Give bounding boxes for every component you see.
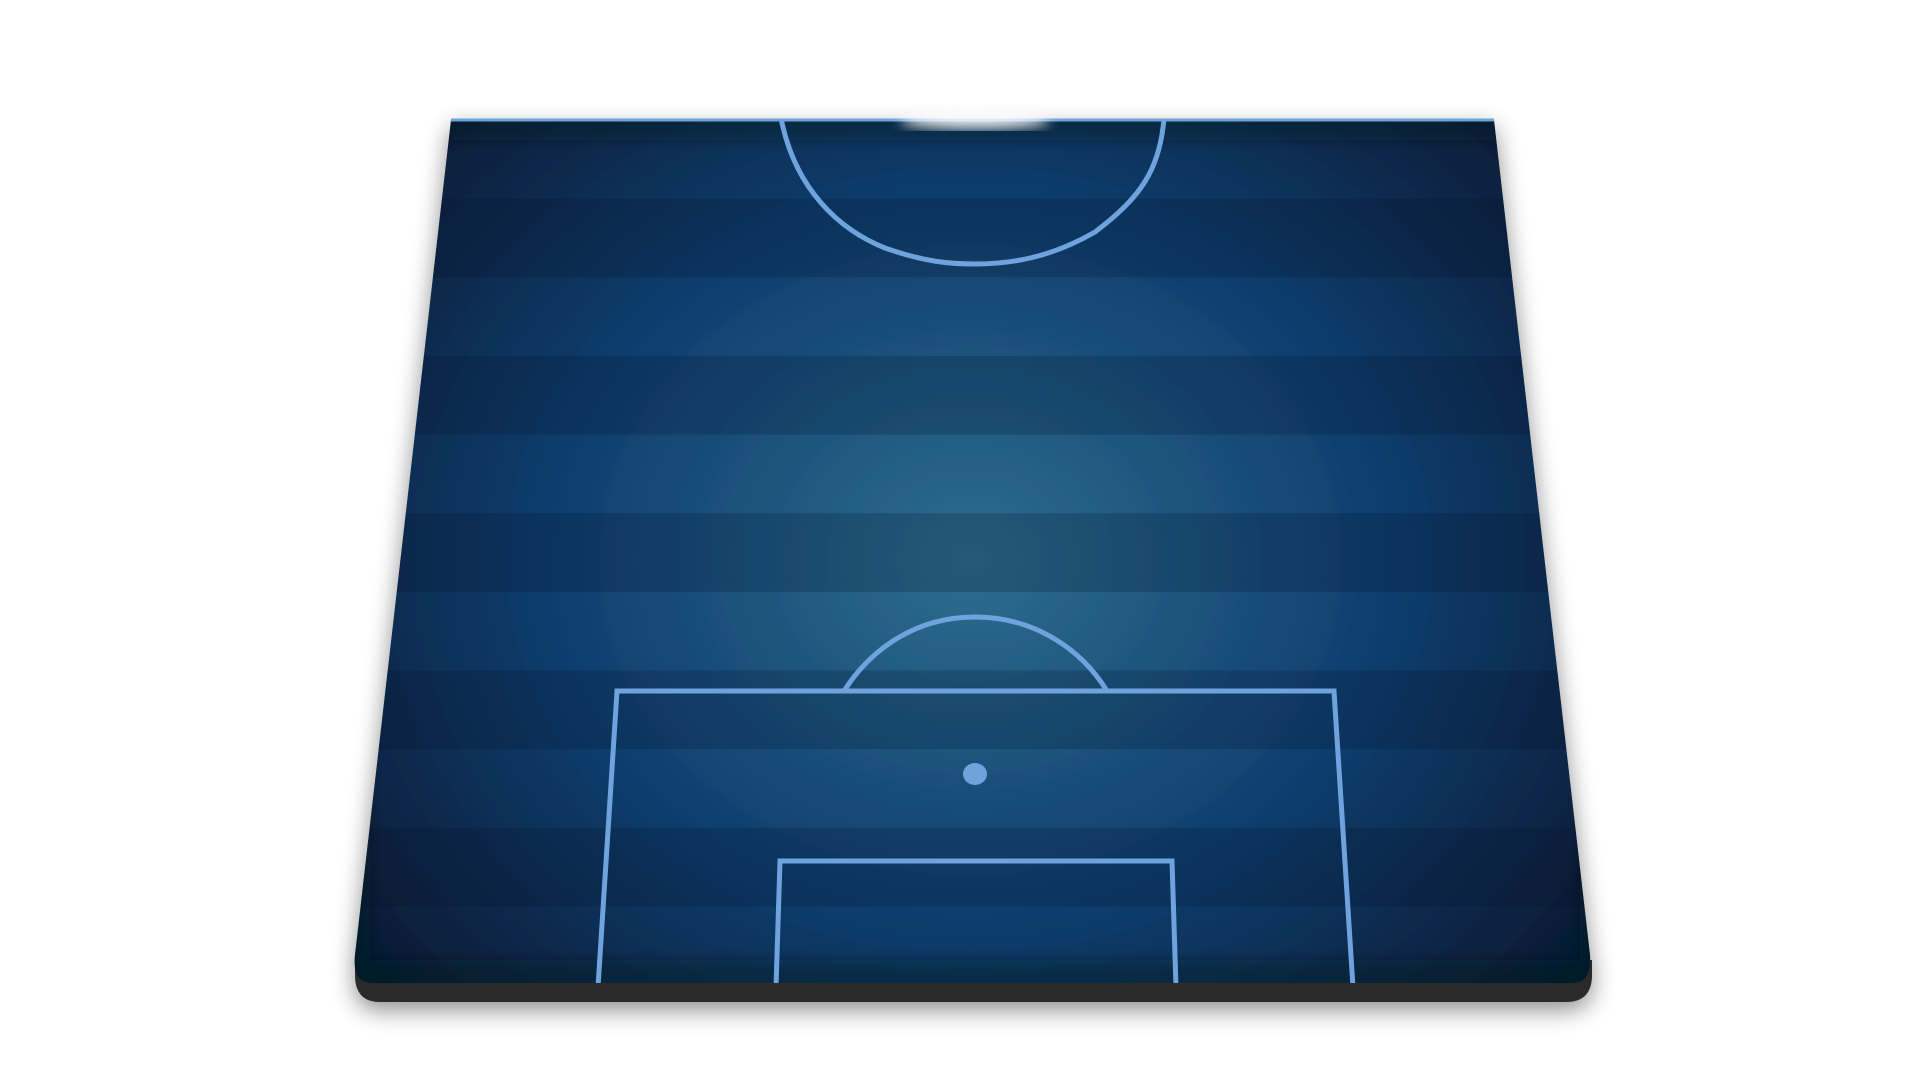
penalty-area [595,688,1356,983]
pitch-stripe [354,827,1591,907]
pitch-stripe [354,355,1591,435]
pitch-top-edge [451,111,1494,129]
pitch-stripe [354,513,1591,592]
penalty-arc [841,614,1110,693]
pitch-stripe [354,670,1591,750]
center-circle-arc [778,120,1167,267]
penalty-spot [963,763,987,785]
goal-area [773,858,1179,983]
